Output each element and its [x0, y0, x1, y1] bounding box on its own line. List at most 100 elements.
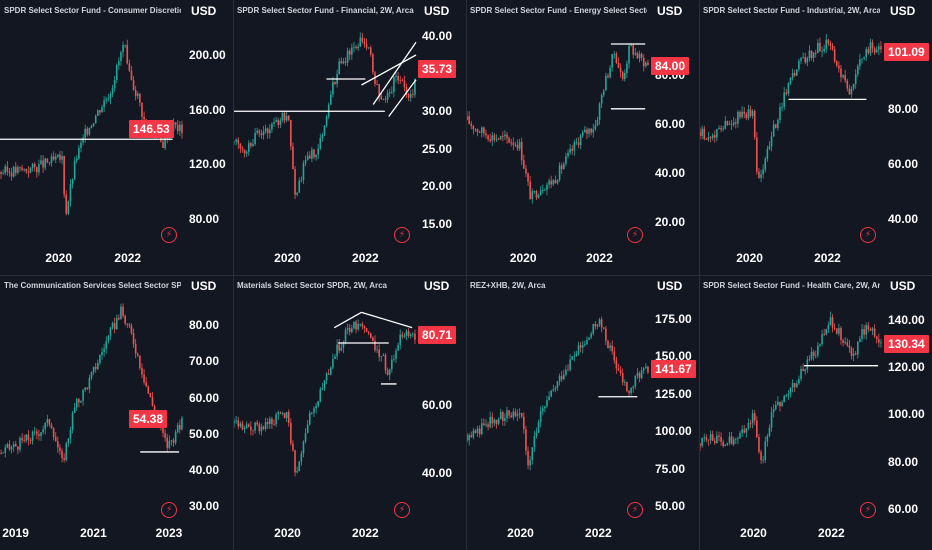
candle-body [703, 437, 706, 439]
candle-body [829, 43, 832, 46]
chart-title: REZ+XHB, 2W, Arca [470, 281, 546, 290]
candle-body [52, 428, 55, 438]
chart-title: The Communication Services Select Sector… [4, 281, 181, 290]
candle-body [548, 396, 550, 401]
candle-body [101, 107, 103, 113]
candle-body [403, 80, 406, 88]
last-price-label: 35.73 [418, 60, 457, 79]
candle-body [75, 158, 78, 161]
candle-body [573, 142, 576, 151]
candle-body [630, 387, 632, 394]
candle-body [758, 437, 760, 452]
candle-body [367, 331, 370, 334]
candle-body [596, 324, 599, 327]
trend-line[interactable] [361, 54, 417, 86]
trend-line[interactable] [333, 311, 362, 329]
candle-body [334, 356, 336, 360]
chart-panel: SPDR Select Sector Fund - Consumer Discr… [0, 0, 233, 275]
candle-body [105, 341, 108, 349]
candle-body [147, 386, 150, 393]
candle-body [833, 327, 836, 329]
candle-body [785, 395, 788, 397]
lightning-icon[interactable]: ⚡ [161, 502, 177, 518]
panel-divider [0, 275, 932, 276]
y-tick-label: 60.00 [888, 156, 919, 171]
candle-body [563, 163, 565, 170]
candle-body [271, 418, 273, 425]
candle-body [798, 60, 800, 70]
candle-body [842, 340, 844, 343]
candle-body [262, 426, 265, 429]
candle-body [351, 328, 353, 333]
candle-body [382, 355, 385, 357]
candle-body [122, 44, 124, 53]
candle-body [718, 128, 720, 130]
candle-body [120, 52, 122, 62]
y-tick-label: 75.00 [655, 461, 686, 476]
candle-body [739, 433, 741, 439]
candle-body [258, 130, 261, 134]
trend-line[interactable] [361, 311, 413, 329]
candle-body [285, 115, 288, 121]
candle-body [391, 91, 393, 93]
candle-body [348, 50, 351, 55]
candle-body [330, 367, 332, 375]
candle-body [720, 436, 722, 442]
trend-line[interactable] [388, 79, 417, 117]
candle-body [269, 129, 271, 134]
candle-body [520, 141, 523, 161]
candle-body [115, 65, 118, 81]
candle-body [412, 94, 414, 95]
candle-body [298, 180, 301, 193]
candle-body [181, 124, 183, 134]
candle-body [237, 420, 240, 427]
candle-body [19, 167, 21, 168]
candle-body [770, 412, 773, 428]
trend-line[interactable] [372, 41, 417, 105]
candle-body [235, 420, 237, 422]
candle-body [353, 321, 355, 329]
currency-label: USD [424, 279, 450, 293]
candle-body [594, 125, 597, 130]
candle-body [600, 319, 603, 328]
candle-body [78, 147, 80, 159]
candle-body [21, 167, 23, 170]
candle-body [252, 430, 254, 432]
candle-body [124, 44, 126, 46]
lightning-icon[interactable]: ⚡ [627, 227, 643, 243]
candle-body [821, 51, 823, 52]
candle-body [615, 53, 618, 63]
candle-body [14, 166, 17, 173]
candle-body [245, 424, 248, 428]
candle-body [709, 137, 712, 139]
x-tick-label: 2020 [736, 251, 763, 265]
candle-body [716, 435, 718, 443]
candle-body [160, 134, 162, 142]
candle-body [304, 433, 307, 442]
lightning-icon[interactable]: ⚡ [627, 502, 643, 518]
candle-body [516, 144, 519, 149]
lightning-icon[interactable]: ⚡ [860, 227, 876, 243]
candle-body [287, 411, 290, 424]
candle-body [558, 376, 561, 382]
candle-body [166, 136, 169, 141]
x-tick-label: 2022 [586, 251, 613, 265]
lightning-icon[interactable]: ⚡ [860, 502, 876, 518]
candle-body [751, 111, 754, 116]
candle-body [42, 429, 44, 433]
candle-body [384, 355, 387, 371]
candle-body [875, 336, 878, 340]
lightning-icon[interactable]: ⚡ [394, 227, 410, 243]
candle-body [88, 127, 91, 135]
candle-body [560, 165, 563, 170]
lightning-icon[interactable]: ⚡ [161, 227, 177, 243]
candle-body [78, 399, 80, 403]
candle-body [90, 371, 93, 379]
candle-body [136, 353, 139, 356]
candle-body [166, 437, 169, 448]
candle-body [711, 434, 714, 441]
candle-body [271, 123, 273, 130]
candle-body [12, 166, 15, 177]
candle-body [86, 128, 89, 135]
lightning-icon[interactable]: ⚡ [394, 502, 410, 518]
